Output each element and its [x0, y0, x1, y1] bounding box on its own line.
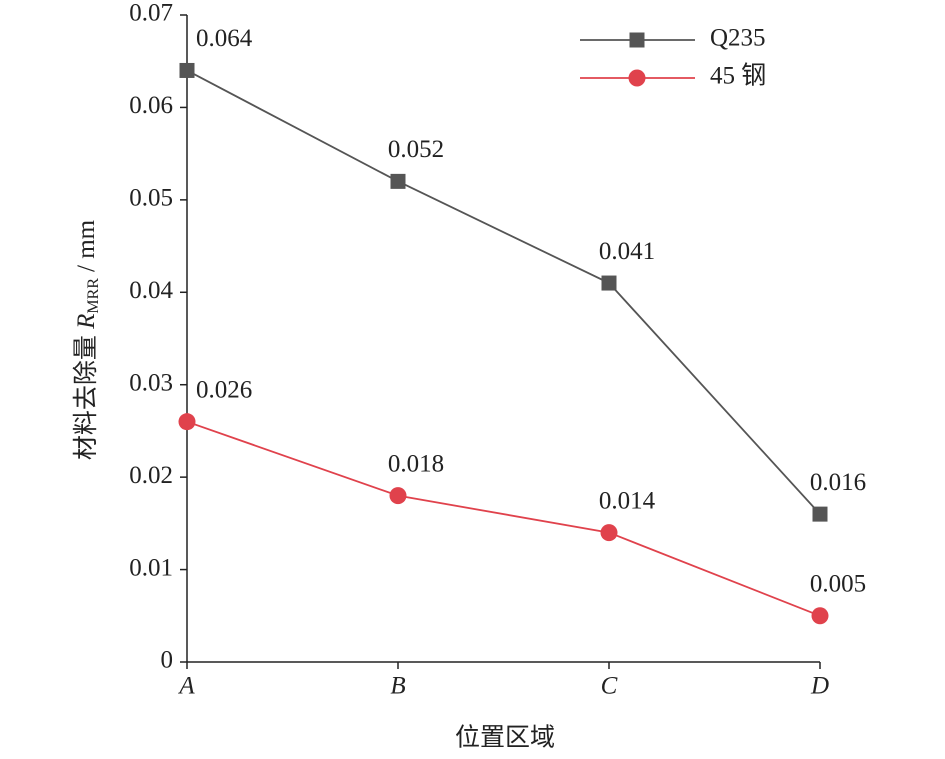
- y-tick-label: 0.07: [129, 0, 173, 27]
- data-label: 0.041: [599, 238, 655, 265]
- y-tick-label: 0.01: [129, 554, 173, 581]
- marker: [389, 487, 407, 505]
- data-label: 0.018: [388, 450, 444, 477]
- data-label: 0.005: [810, 571, 866, 598]
- legend-label: Q235: [710, 25, 766, 52]
- y-axis-title-subscript: MRR: [85, 278, 102, 314]
- x-tick-label: A: [177, 673, 195, 700]
- marker: [179, 62, 195, 78]
- y-tick-label: 0.05: [129, 185, 173, 212]
- y-axis-title-unit: / mm: [73, 219, 100, 272]
- marker: [601, 275, 617, 291]
- legend-label: 45 钢: [710, 62, 766, 90]
- data-label: 0.016: [810, 469, 866, 496]
- y-axis-title: 材料去除量 RMRR / mm: [72, 219, 102, 460]
- x-tick-label: C: [601, 673, 618, 700]
- marker: [390, 173, 406, 189]
- y-tick-label: 0: [161, 647, 174, 674]
- data-label: 0.064: [196, 25, 253, 52]
- y-tick-label: 0.06: [129, 92, 173, 119]
- x-tick-label: B: [390, 673, 405, 700]
- data-label: 0.052: [388, 136, 444, 163]
- series-line: [186, 420, 821, 617]
- marker: [600, 524, 618, 542]
- y-tick-label: 0.04: [129, 277, 173, 304]
- x-tick-label: D: [810, 673, 829, 700]
- series-line: [186, 69, 821, 515]
- marker: [811, 607, 829, 625]
- marker: [812, 506, 828, 522]
- marker: [178, 413, 196, 431]
- y-axis-title-text: 材料去除量: [72, 335, 100, 460]
- marker: [628, 69, 646, 87]
- y-tick-label: 0.03: [129, 369, 173, 396]
- data-label: 0.014: [599, 487, 656, 514]
- y-axis-title-symbol: R: [73, 314, 100, 330]
- marker: [629, 32, 645, 48]
- x-axis-title: 位置区域: [455, 724, 555, 752]
- y-tick-label: 0.02: [129, 462, 173, 489]
- data-label: 0.026: [196, 376, 252, 403]
